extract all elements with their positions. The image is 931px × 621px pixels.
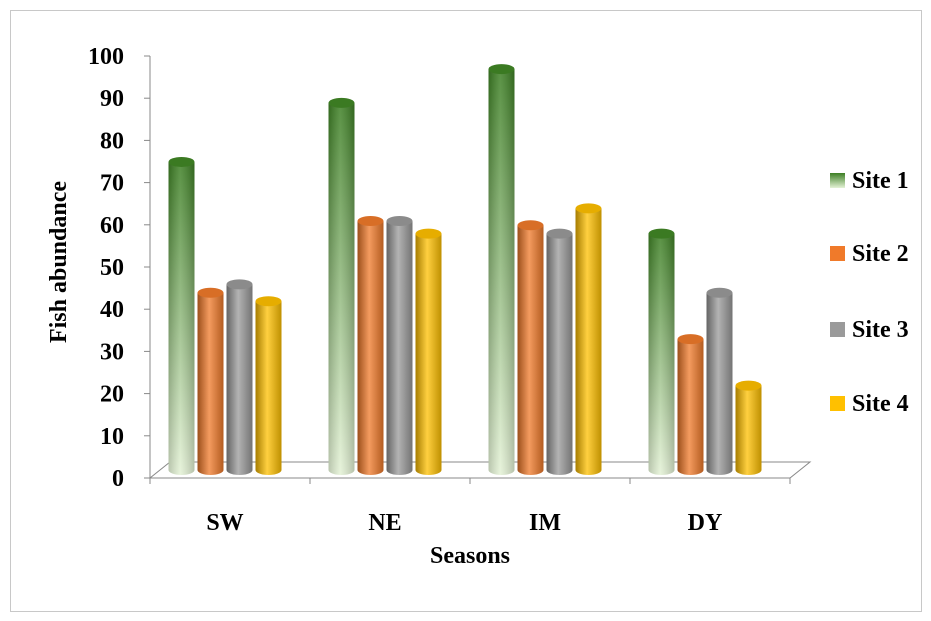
x-tick-label: IM	[529, 510, 561, 536]
chart-frame	[10, 10, 922, 612]
bar	[226, 279, 253, 475]
bar	[415, 228, 442, 475]
legend-label: Site 1	[852, 168, 909, 194]
legend-label: Site 2	[852, 241, 909, 267]
labels: 0 10 20 30 40 50 60 70 80 90 100 SW NE IM DY Seasons Fis…	[46, 44, 722, 569]
y-tick-label: 70	[100, 171, 124, 197]
y-tick-label: 50	[100, 255, 124, 281]
bar	[648, 228, 675, 475]
x-tick-label: DY	[688, 510, 723, 536]
bar	[575, 203, 602, 476]
axes	[144, 55, 812, 484]
legend-swatch	[830, 246, 845, 261]
bar	[255, 296, 282, 475]
bar	[546, 228, 573, 475]
y-tick-label: 0	[112, 466, 124, 492]
y-tick-label: 100	[88, 44, 124, 70]
bar	[706, 287, 733, 475]
y-tick-label: 30	[100, 339, 124, 365]
bar	[168, 156, 195, 475]
legend-item: Site 3	[830, 317, 909, 343]
y-tick-label: 90	[100, 86, 124, 112]
bar	[357, 216, 384, 475]
bar	[677, 334, 704, 475]
bar	[517, 220, 544, 475]
bars	[168, 64, 762, 476]
y-tick-label: 20	[100, 382, 124, 408]
legend: Site 1 Site 2 Site 3 Site 4	[830, 168, 909, 417]
y-tick-label: 10	[100, 424, 124, 450]
y-axis-title: Fish abundance	[46, 181, 72, 343]
legend-label: Site 4	[852, 391, 909, 417]
bar	[386, 216, 413, 475]
x-tick-label: SW	[206, 510, 243, 536]
legend-item: Site 2	[830, 241, 909, 267]
bar	[197, 287, 224, 475]
legend-swatch	[830, 173, 845, 188]
legend-item: Site 4	[830, 391, 909, 417]
y-tick-label: 40	[100, 297, 124, 323]
y-tick-label: 60	[100, 213, 124, 239]
bar	[488, 64, 515, 475]
bar	[735, 380, 762, 475]
legend-label: Site 3	[852, 317, 909, 343]
bar	[328, 97, 355, 476]
x-tick-label: NE	[368, 510, 401, 536]
legend-swatch	[830, 322, 845, 337]
legend-item: Site 1	[830, 168, 909, 194]
legend-swatch	[830, 396, 845, 411]
y-tick-label: 80	[100, 128, 124, 154]
x-axis-title: Seasons	[430, 543, 510, 569]
